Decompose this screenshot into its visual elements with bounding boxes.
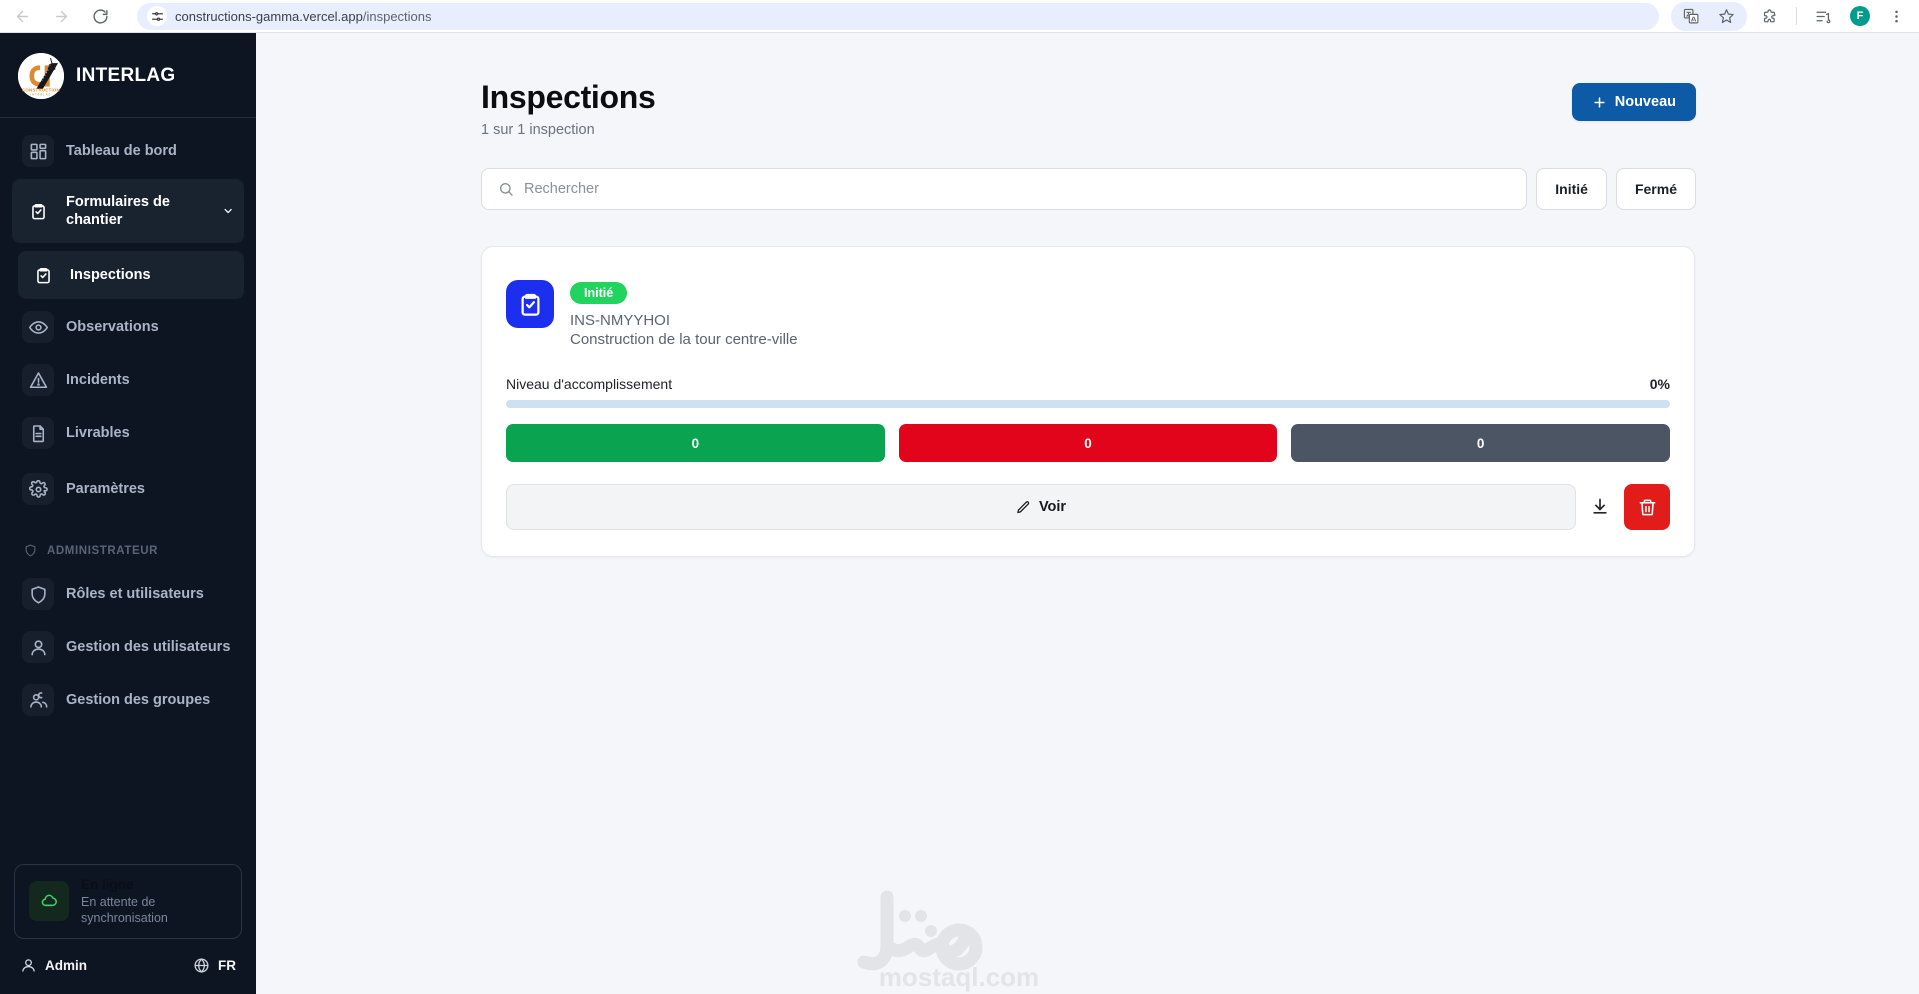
svg-text:CONSTRUCTION: CONSTRUCTION: [22, 88, 60, 93]
svg-text:mostaql.com: mostaql.com: [879, 962, 1039, 992]
